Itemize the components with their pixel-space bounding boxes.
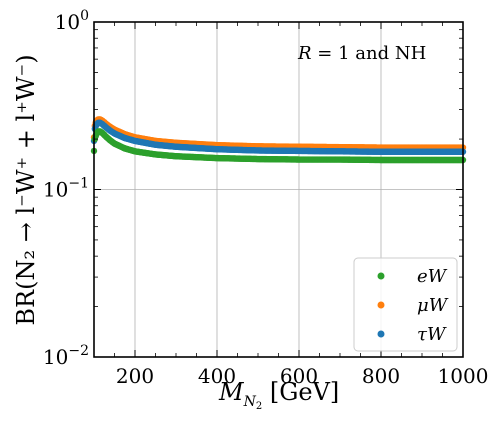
annotation: R = 1 and NH: [297, 43, 426, 64]
series-τW: [90, 119, 467, 155]
x-tick-label: 200: [116, 364, 154, 388]
y-tick-label: 10−1: [43, 176, 89, 202]
x-tick-label: 400: [198, 364, 236, 388]
x-tick-label: 1000: [438, 364, 489, 388]
legend-label: τW: [417, 324, 447, 345]
x-tick-label: 600: [280, 364, 318, 388]
legend-box: [353, 257, 458, 352]
legend-entries: eW μW τW: [377, 266, 449, 345]
tick-labels: 200 400 600 800 1000 100 10−1 10−2: [43, 8, 489, 388]
series-eW: [90, 128, 467, 164]
data-point: [458, 148, 466, 155]
grid-lines: [94, 22, 463, 357]
annotation-rest: = 1 and NH: [312, 43, 427, 64]
x-tick-label: 800: [362, 364, 400, 388]
series-layer: [90, 116, 467, 164]
y-tick-label: 100: [55, 8, 89, 34]
annotation-var: R: [297, 43, 312, 64]
legend-marker: [377, 330, 385, 338]
legend-label: eW: [417, 266, 448, 287]
x-axis-label-main: M: [218, 378, 245, 406]
y-tick-label: 10−2: [43, 343, 89, 369]
legend-marker: [377, 272, 385, 280]
x-axis-label-subsub: 2: [256, 401, 262, 412]
x-axis-label-sub: N: [243, 394, 257, 410]
legend: eW μW τW: [353, 257, 458, 352]
legend-label: μW: [417, 295, 449, 316]
data-point: [458, 156, 466, 164]
y-axis-label: BR(N₂ → l⁻W⁺ + l⁺W⁻): [12, 54, 40, 325]
x-axis-label: MN2 [GeV]: [218, 378, 339, 412]
x-axis-label-unit: [GeV]: [262, 378, 339, 406]
legend-marker: [377, 301, 385, 309]
tick-marks: [93, 21, 464, 358]
